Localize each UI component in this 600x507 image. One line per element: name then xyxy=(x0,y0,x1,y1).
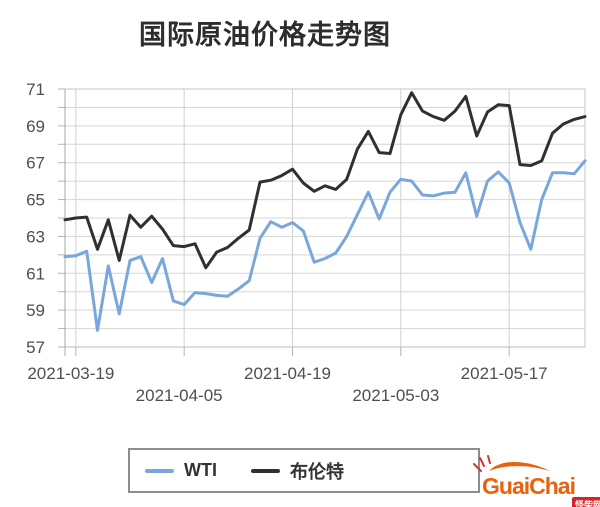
x-axis-label: 2021-03-19 xyxy=(27,364,114,383)
x-axis-label: 2021-05-17 xyxy=(461,364,548,383)
legend-item[interactable]: WTI xyxy=(145,460,217,481)
logo-swoosh-icon xyxy=(473,455,550,472)
y-axis-label: 69 xyxy=(26,117,45,136)
chart-title: 国际原油价格走势图 xyxy=(139,20,391,50)
legend-swatch-icon xyxy=(251,468,280,473)
series-line-brent xyxy=(63,91,587,270)
y-axis-label: 63 xyxy=(26,227,45,246)
series-line-wti xyxy=(63,159,587,332)
legend-label: 布伦特 xyxy=(290,461,344,482)
legend-item[interactable]: 布伦特 xyxy=(251,458,344,484)
logo-brand-text: GuaiChai xyxy=(482,473,576,499)
y-axis-label: 71 xyxy=(26,80,45,99)
logo-badge-text: 怪柴网 xyxy=(572,497,600,507)
x-axis-label: 2021-05-03 xyxy=(352,386,439,405)
legend-label: WTI xyxy=(184,460,217,480)
y-axis-label: 67 xyxy=(26,154,45,173)
y-axis-label: 61 xyxy=(26,264,45,283)
y-axis-label: 65 xyxy=(26,191,45,210)
x-axis-label: 2021-04-05 xyxy=(136,386,223,405)
x-axis-label: 2021-04-19 xyxy=(244,364,331,383)
legend-swatch-icon xyxy=(145,468,174,473)
guaichai-logo: GuaiChai 怪柴网 xyxy=(470,452,600,507)
y-axis-label: 59 xyxy=(26,301,45,320)
legend: WTI 布伦特 xyxy=(128,448,480,493)
y-axis-label: 57 xyxy=(26,338,45,357)
